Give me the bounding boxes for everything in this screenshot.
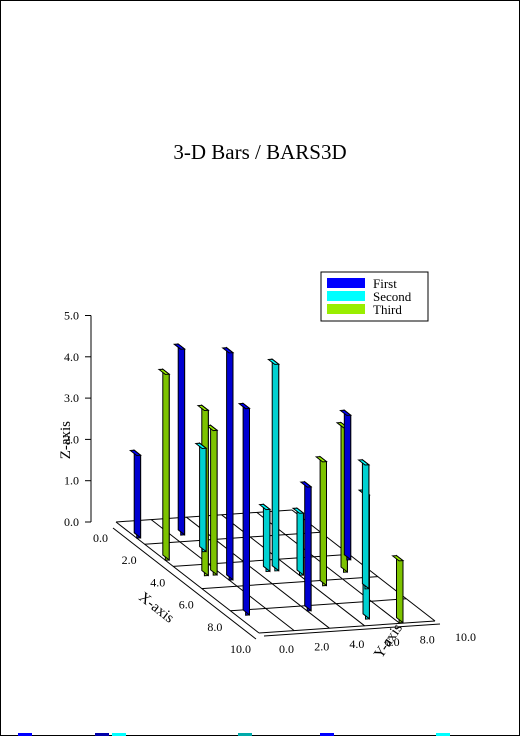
- bar-top-face: [339, 409, 353, 416]
- bar-side-face: [296, 507, 304, 577]
- legend-label-first: First: [373, 276, 397, 291]
- bar-top-face: [258, 503, 272, 511]
- grid-line-y: [150, 519, 295, 631]
- bar-first: [299, 480, 313, 612]
- bar-side-face: [396, 554, 404, 624]
- bar-third: [157, 368, 171, 562]
- chart-grid: [115, 509, 436, 634]
- bar-top-face: [196, 404, 210, 412]
- grid-line-x: [230, 598, 407, 612]
- bar-second: [267, 358, 281, 572]
- bar-top-face: [314, 456, 328, 463]
- bar-side-face: [361, 458, 370, 590]
- bar-top-face: [194, 442, 208, 450]
- strip-swatch: [95, 733, 109, 736]
- bar-side-face: [319, 455, 327, 587]
- y-tick-label: 2.0: [314, 640, 329, 654]
- grid-line-x: [258, 620, 436, 634]
- y-tick-label: 4.0: [349, 637, 364, 651]
- legend-swatch-third: [327, 304, 365, 314]
- bar-side-face: [162, 368, 170, 562]
- bar-side-face: [210, 424, 218, 576]
- x-axis-label: X-axis: [136, 589, 177, 626]
- bar-first: [172, 342, 186, 536]
- bar-side-face: [226, 346, 234, 581]
- bar-top-face: [221, 347, 235, 354]
- bar-first: [339, 409, 353, 561]
- y-tick-label: 10.0: [455, 630, 476, 644]
- z-tick-label: 4.0: [64, 350, 79, 364]
- z-tick-label: 2.0: [64, 432, 79, 446]
- x-axis-line: [112, 527, 257, 640]
- bar-third: [205, 424, 219, 576]
- strip-swatch: [436, 733, 450, 736]
- chart-bars: [128, 342, 405, 624]
- bar-top-face: [172, 343, 186, 350]
- bar-top-face: [291, 507, 305, 514]
- y-tick-label: 0.0: [279, 642, 294, 656]
- bar-second: [291, 507, 305, 577]
- bar-third: [314, 455, 328, 587]
- bar-side-face: [262, 503, 271, 573]
- x-tick-label: 0.0: [93, 531, 108, 545]
- grid-line-x: [201, 576, 378, 590]
- bar-second: [194, 442, 208, 553]
- x-tick-label: 6.0: [179, 598, 194, 612]
- y-axis-label: Y-axis: [371, 621, 406, 662]
- z-tick-label: 1.0: [64, 474, 79, 488]
- z-tick-label: 3.0: [64, 391, 79, 405]
- strip-swatch: [238, 733, 252, 736]
- z-axis-label: Z-axis: [58, 421, 74, 459]
- bar-top-face: [237, 402, 251, 410]
- z-tick-label: 0.0: [64, 515, 79, 529]
- bar-side-face: [199, 442, 207, 553]
- legend-label-second: Second: [373, 289, 412, 304]
- bar-top-face: [267, 358, 281, 365]
- bar-third: [391, 554, 405, 624]
- legend-swatch-first: [327, 278, 365, 288]
- bar-second: [258, 503, 272, 573]
- bar-first: [128, 449, 142, 539]
- strip-swatch: [320, 733, 334, 736]
- bar-side-face: [133, 449, 142, 539]
- legend-swatch-second: [327, 291, 365, 301]
- bar-side-face: [271, 358, 280, 572]
- bar-first: [237, 402, 251, 616]
- bottom-color-strip: [0, 733, 520, 736]
- bar-top-face: [205, 424, 219, 432]
- x-tick-label: 10.0: [230, 642, 251, 656]
- strip-swatch: [18, 733, 32, 736]
- bar-first: [221, 346, 235, 581]
- bar-top-face: [299, 481, 313, 488]
- y-tick-label: 8.0: [420, 632, 435, 646]
- grid-line-y: [256, 512, 401, 624]
- bar-top-face: [391, 555, 405, 562]
- x-tick-label: 4.0: [150, 575, 165, 589]
- z-tick-label: 5.0: [64, 309, 79, 323]
- y-tick-label: 6.0: [385, 635, 400, 649]
- bar-side-face: [177, 342, 186, 536]
- x-tick-label: 2.0: [122, 553, 137, 567]
- chart-title: 3-D Bars / BARS3D: [173, 140, 346, 164]
- bar-side-face: [304, 480, 312, 612]
- bar-top-face: [128, 449, 142, 457]
- strip-swatch: [112, 733, 126, 736]
- grid-line-y: [115, 521, 260, 634]
- legend-label-third: Third: [373, 302, 402, 317]
- bar-side-face: [242, 402, 250, 616]
- bar-second: [357, 458, 371, 590]
- bar-top-face: [357, 459, 371, 466]
- y-axis-line: [263, 623, 441, 637]
- bar-top-face: [157, 368, 171, 375]
- x-tick-label: 8.0: [207, 620, 222, 634]
- bar-side-face: [343, 409, 352, 561]
